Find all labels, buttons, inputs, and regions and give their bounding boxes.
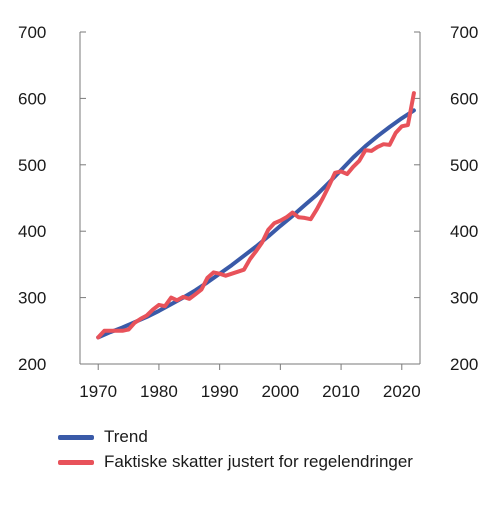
y-tick-label-left: 600 <box>18 89 46 108</box>
chart-legend: Trend Faktiske skatter justert for regel… <box>58 426 413 476</box>
y-tick-label-left: 500 <box>18 156 46 175</box>
x-tick-label: 1990 <box>201 382 239 401</box>
legend-swatch-actual-taxes <box>58 459 94 465</box>
legend-label-actual-taxes: Faktiske skatter justert for regelendrin… <box>104 452 413 471</box>
y-tick-label-right: 300 <box>450 289 478 308</box>
y-tick-label-right: 600 <box>450 89 478 108</box>
x-tick-label: 2000 <box>261 382 299 401</box>
y-tick-label-left: 200 <box>18 355 46 374</box>
y-tick-label-right: 200 <box>450 355 478 374</box>
x-tick-label: 1970 <box>79 382 117 401</box>
x-tick-label: 1980 <box>140 382 178 401</box>
legend-item-actual-taxes: Faktiske skatter justert for regelendrin… <box>58 451 413 473</box>
legend-label-trend: Trend <box>104 427 148 446</box>
legend-item-trend: Trend <box>58 426 413 448</box>
chart-axes: 200 200 300 300 400 400 500 500 600 600 700 700 1970… <box>18 23 478 401</box>
y-tick-label-right: 700 <box>450 23 478 42</box>
x-tick-label: 2010 <box>322 382 360 401</box>
y-tick-label-right: 500 <box>450 156 478 175</box>
y-tick-label-right: 400 <box>450 222 478 241</box>
y-tick-label-left: 300 <box>18 289 46 308</box>
x-tick-label: 2020 <box>383 382 421 401</box>
y-tick-label-left: 700 <box>18 23 46 42</box>
series-line-actual-taxes <box>96 91 416 340</box>
chart-series <box>96 91 416 340</box>
y-tick-label-left: 400 <box>18 222 46 241</box>
series-line-trend <box>96 108 416 340</box>
legend-swatch-trend <box>58 434 94 440</box>
